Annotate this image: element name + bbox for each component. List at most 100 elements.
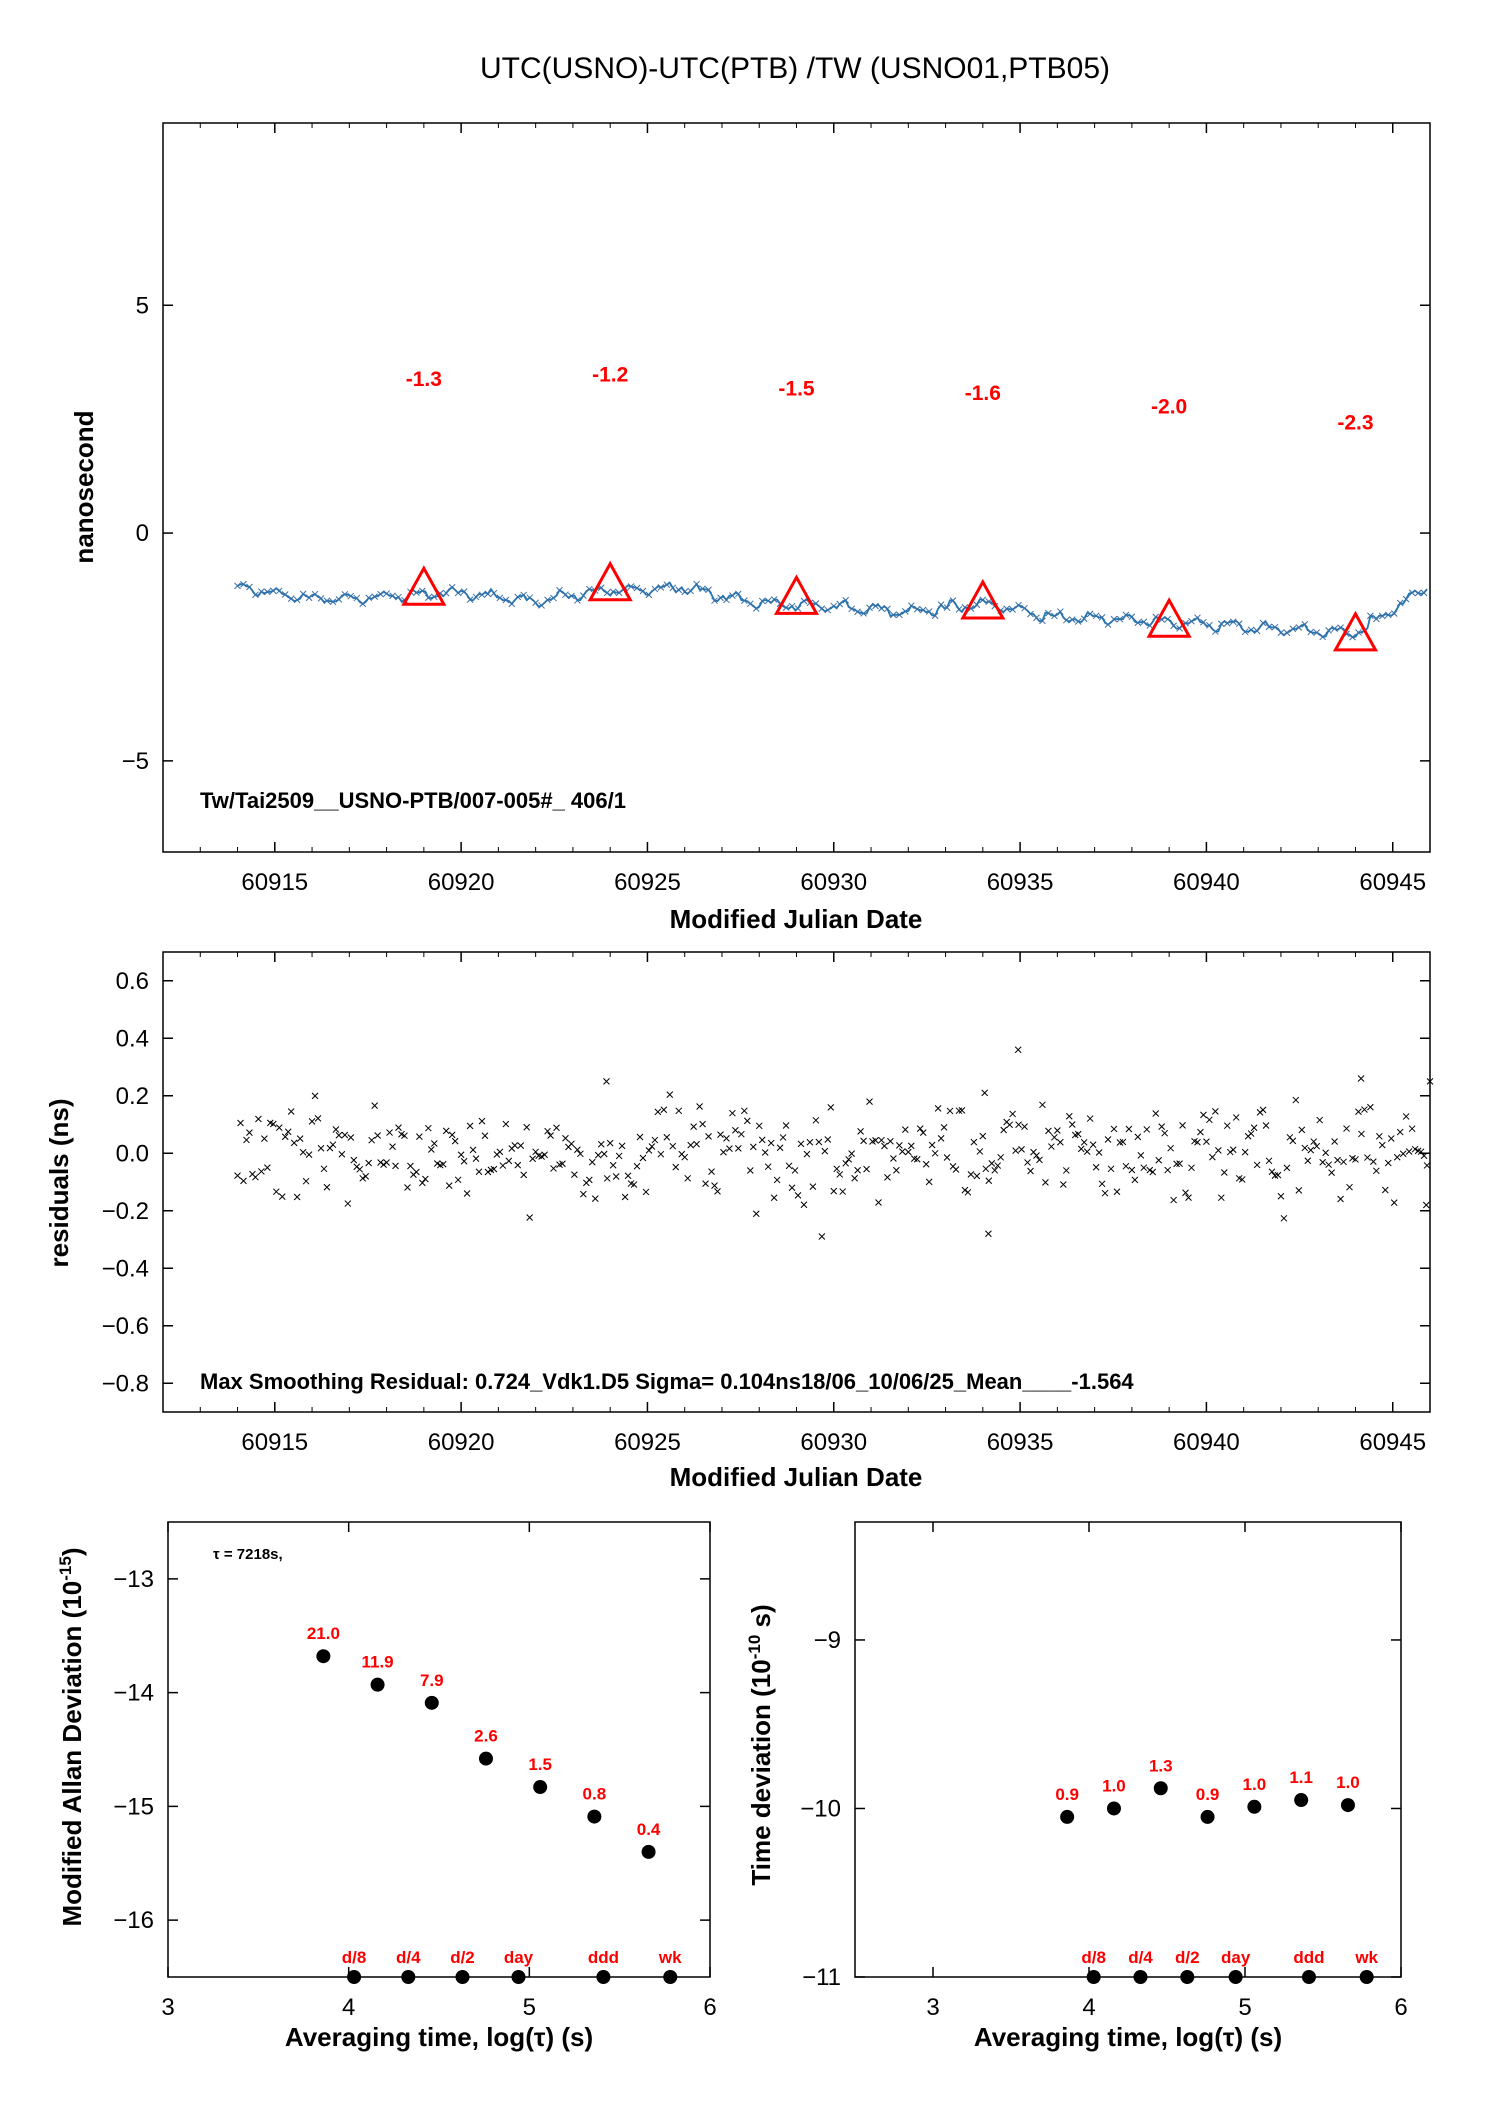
residual-point — [863, 1165, 870, 1173]
mjd-offset-panel: 60915 60920 60925 60930 60935 60940 60945−505 … — [69, 122, 1431, 934]
allan-deviation-x-tick-label: 6 — [703, 1994, 716, 2021]
residual-point — [1092, 1163, 1100, 1171]
offset-data-point — [1235, 620, 1243, 628]
residual-point — [490, 1165, 498, 1173]
residual-point — [1182, 1189, 1189, 1197]
residual-point — [845, 1156, 853, 1163]
residual-point — [794, 1192, 802, 1199]
offset-data-point — [693, 580, 700, 588]
offset-marker-label: -1.2 — [592, 364, 628, 387]
residual-point — [890, 1155, 897, 1162]
residual-point — [1119, 1138, 1127, 1146]
residual-point — [603, 1175, 611, 1182]
residual-point — [720, 1148, 727, 1156]
offset-data-point — [1092, 612, 1100, 620]
residual-point — [651, 1136, 659, 1144]
residual-outlier-point — [603, 1078, 610, 1085]
allan-deviation-interval-label: d/2 — [450, 1948, 475, 1967]
allan-deviation-interval-marker — [663, 1970, 678, 1984]
residual-point — [1408, 1125, 1416, 1133]
residual-point — [511, 1142, 519, 1149]
residual-point — [234, 1172, 241, 1179]
time-deviation-interval-marker — [1133, 1970, 1148, 1984]
offset-data-point — [1223, 619, 1231, 627]
residual-point — [1381, 1186, 1389, 1194]
offset-data-point — [472, 593, 480, 601]
allan-deviation-point — [587, 1809, 602, 1824]
offset-data-point — [973, 601, 981, 609]
offset-data-point — [1122, 611, 1130, 619]
allan-deviation-y-tick-label: −15 — [113, 1793, 154, 1820]
offset-data-point — [442, 589, 450, 597]
residual-point — [478, 1117, 486, 1125]
offset-data-point — [1134, 619, 1142, 627]
offset-data-point — [1021, 604, 1028, 612]
time-deviation-point-label: 0.9 — [1196, 1785, 1220, 1804]
mjd-offset-x-tick-label: 60935 — [987, 869, 1054, 896]
allan-deviation-plot-frame — [167, 1521, 711, 1978]
allan-deviation-y-axis-title-end: ) — [57, 1548, 87, 1557]
offset-data-point — [949, 597, 957, 604]
residual-point — [785, 1162, 793, 1170]
residual-point — [663, 1133, 671, 1141]
residuals-x-tick-label: 60945 — [1359, 1429, 1426, 1456]
time-deviation-x-axis-title: Averaging time, log(τ) (s) — [974, 2022, 1282, 2052]
time-deviation-interval-label: day — [1221, 1948, 1251, 1967]
residual-point — [1214, 1147, 1222, 1154]
residual-point — [946, 1107, 954, 1115]
residual-point — [1212, 1108, 1219, 1115]
time-deviation-panel: 3 4 5 6 −11 −10 −9 0.9 1.0 1.3 0.9 1.0 1.1 1.0 d/8 d/… — [745, 1521, 1408, 2052]
residual-point — [323, 1183, 331, 1191]
residual-point — [755, 1122, 763, 1130]
residual-point — [529, 1155, 537, 1163]
offset-data-point — [669, 584, 677, 592]
residual-point — [1179, 1121, 1186, 1129]
offset-data-point — [1039, 617, 1046, 625]
offset-data-point — [1396, 599, 1404, 607]
residual-point — [1176, 1160, 1183, 1167]
residual-point — [1206, 1116, 1213, 1124]
offset-data-point — [1110, 615, 1118, 623]
residual-point — [884, 1173, 891, 1181]
offset-data-point — [1414, 589, 1422, 597]
residual-point — [976, 1148, 984, 1155]
residual-point — [1292, 1096, 1300, 1104]
offset-data-point — [1104, 621, 1112, 628]
residuals-y-tick-label: 0.4 — [116, 1025, 149, 1052]
residual-point — [505, 1157, 513, 1165]
residual-point — [952, 1166, 960, 1173]
offset-data-point — [1277, 629, 1285, 637]
offset-data-point — [603, 589, 611, 597]
offset-data-point — [627, 583, 635, 590]
residual-point — [1280, 1214, 1288, 1222]
residual-point — [404, 1184, 411, 1191]
offset-data-point — [1384, 611, 1392, 619]
residual-point — [237, 1119, 244, 1127]
residual-point — [1039, 1101, 1046, 1109]
residual-point — [997, 1153, 1005, 1161]
time-deviation-interval-label: d/8 — [1081, 1948, 1106, 1967]
offset-data-point — [1176, 624, 1183, 632]
offset-data-point — [424, 594, 432, 602]
residual-outlier-point — [1014, 1046, 1022, 1054]
offset-data-point — [1355, 629, 1362, 636]
residual-point — [466, 1122, 474, 1130]
offset-data-point — [1003, 605, 1011, 613]
residual-point — [1250, 1124, 1258, 1132]
residual-point — [562, 1134, 569, 1142]
residual-point — [1125, 1125, 1133, 1133]
residual-point — [1134, 1133, 1142, 1141]
offset-data-point — [723, 596, 730, 604]
offset-data-point — [1056, 608, 1064, 615]
offset-data-point — [1289, 625, 1297, 633]
residuals-y-tick-label: 0.0 — [116, 1140, 149, 1167]
offset-data-point — [526, 594, 534, 602]
residual-point — [1262, 1122, 1270, 1129]
residual-point — [368, 1136, 376, 1144]
residual-point — [621, 1193, 629, 1201]
residual-point — [1423, 1162, 1431, 1169]
residual-point — [356, 1165, 364, 1173]
residual-point — [591, 1195, 599, 1202]
residual-point — [618, 1142, 626, 1150]
residual-point — [553, 1124, 560, 1132]
